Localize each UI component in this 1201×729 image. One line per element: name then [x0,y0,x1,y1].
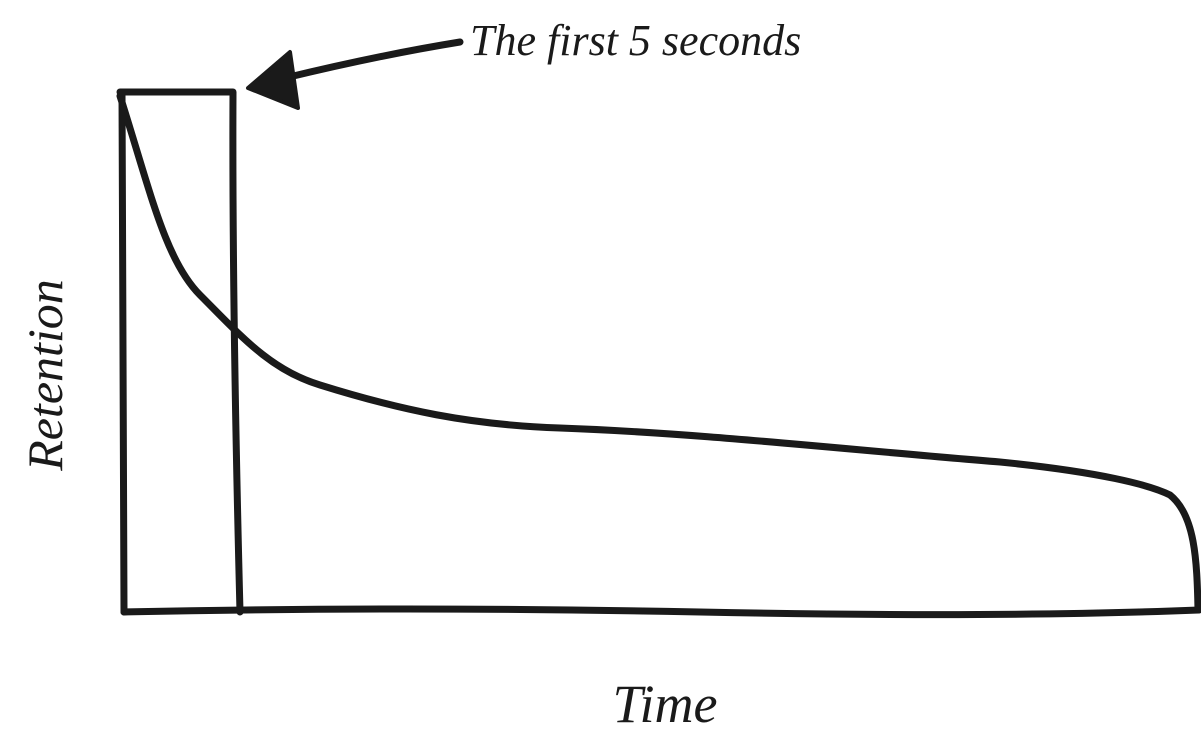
annotation: The first 5 seconds [470,16,801,65]
y-axis-label: Retention [17,279,73,472]
y-axis [118,88,128,616]
highlight-box [116,88,244,616]
arrow-head [246,50,300,110]
x-axis [120,605,1201,619]
retention-curve [116,92,1201,614]
arrow-shaft [281,38,464,82]
x-axis-label: Time [612,674,717,729]
